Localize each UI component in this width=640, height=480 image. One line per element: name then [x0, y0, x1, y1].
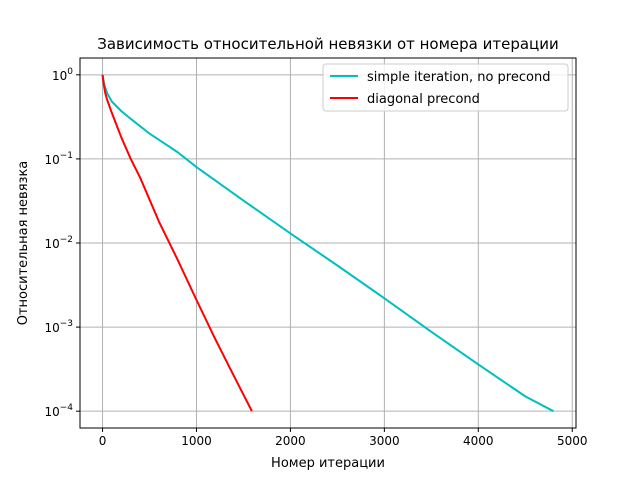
grid [80, 58, 576, 428]
legend-label-diagonal-precond: diagonal precond [367, 92, 480, 107]
x-tick-label: 4000 [463, 434, 494, 448]
y-tick-label: 100 [52, 67, 73, 83]
y-axis-label: Относительная невязка [16, 161, 31, 326]
chart-title: Зависимость относительной невязки от ном… [97, 35, 559, 53]
series-layer [101, 74, 554, 413]
x-tick-label: 0 [99, 434, 107, 448]
y-tick-label: 10−1 [44, 151, 73, 167]
series-line-diagonal-precond [101, 74, 253, 412]
x-tick-label: 1000 [181, 434, 212, 448]
x-tick-label: 2000 [275, 434, 306, 448]
x-tick-label: 5000 [557, 434, 588, 448]
y-tick-label: 10−2 [44, 235, 73, 251]
y-tick-label: 10−3 [44, 319, 73, 335]
x-tick-label: 3000 [369, 434, 400, 448]
y-tick-label: 10−4 [44, 403, 73, 419]
legend-label-simple-iteration: simple iteration, no precond [367, 70, 550, 85]
x-axis-label: Номер итерации [271, 456, 385, 471]
series-line-simple-iteration-no-precond [101, 74, 554, 413]
legend-box [322, 63, 569, 112]
legend: simple iteration, no precond diagonal pr… [322, 63, 569, 112]
ticks: 0 1000 2000 3000 4000 5000 100 10−1 10−2 10−3 10−4 [44, 67, 587, 448]
